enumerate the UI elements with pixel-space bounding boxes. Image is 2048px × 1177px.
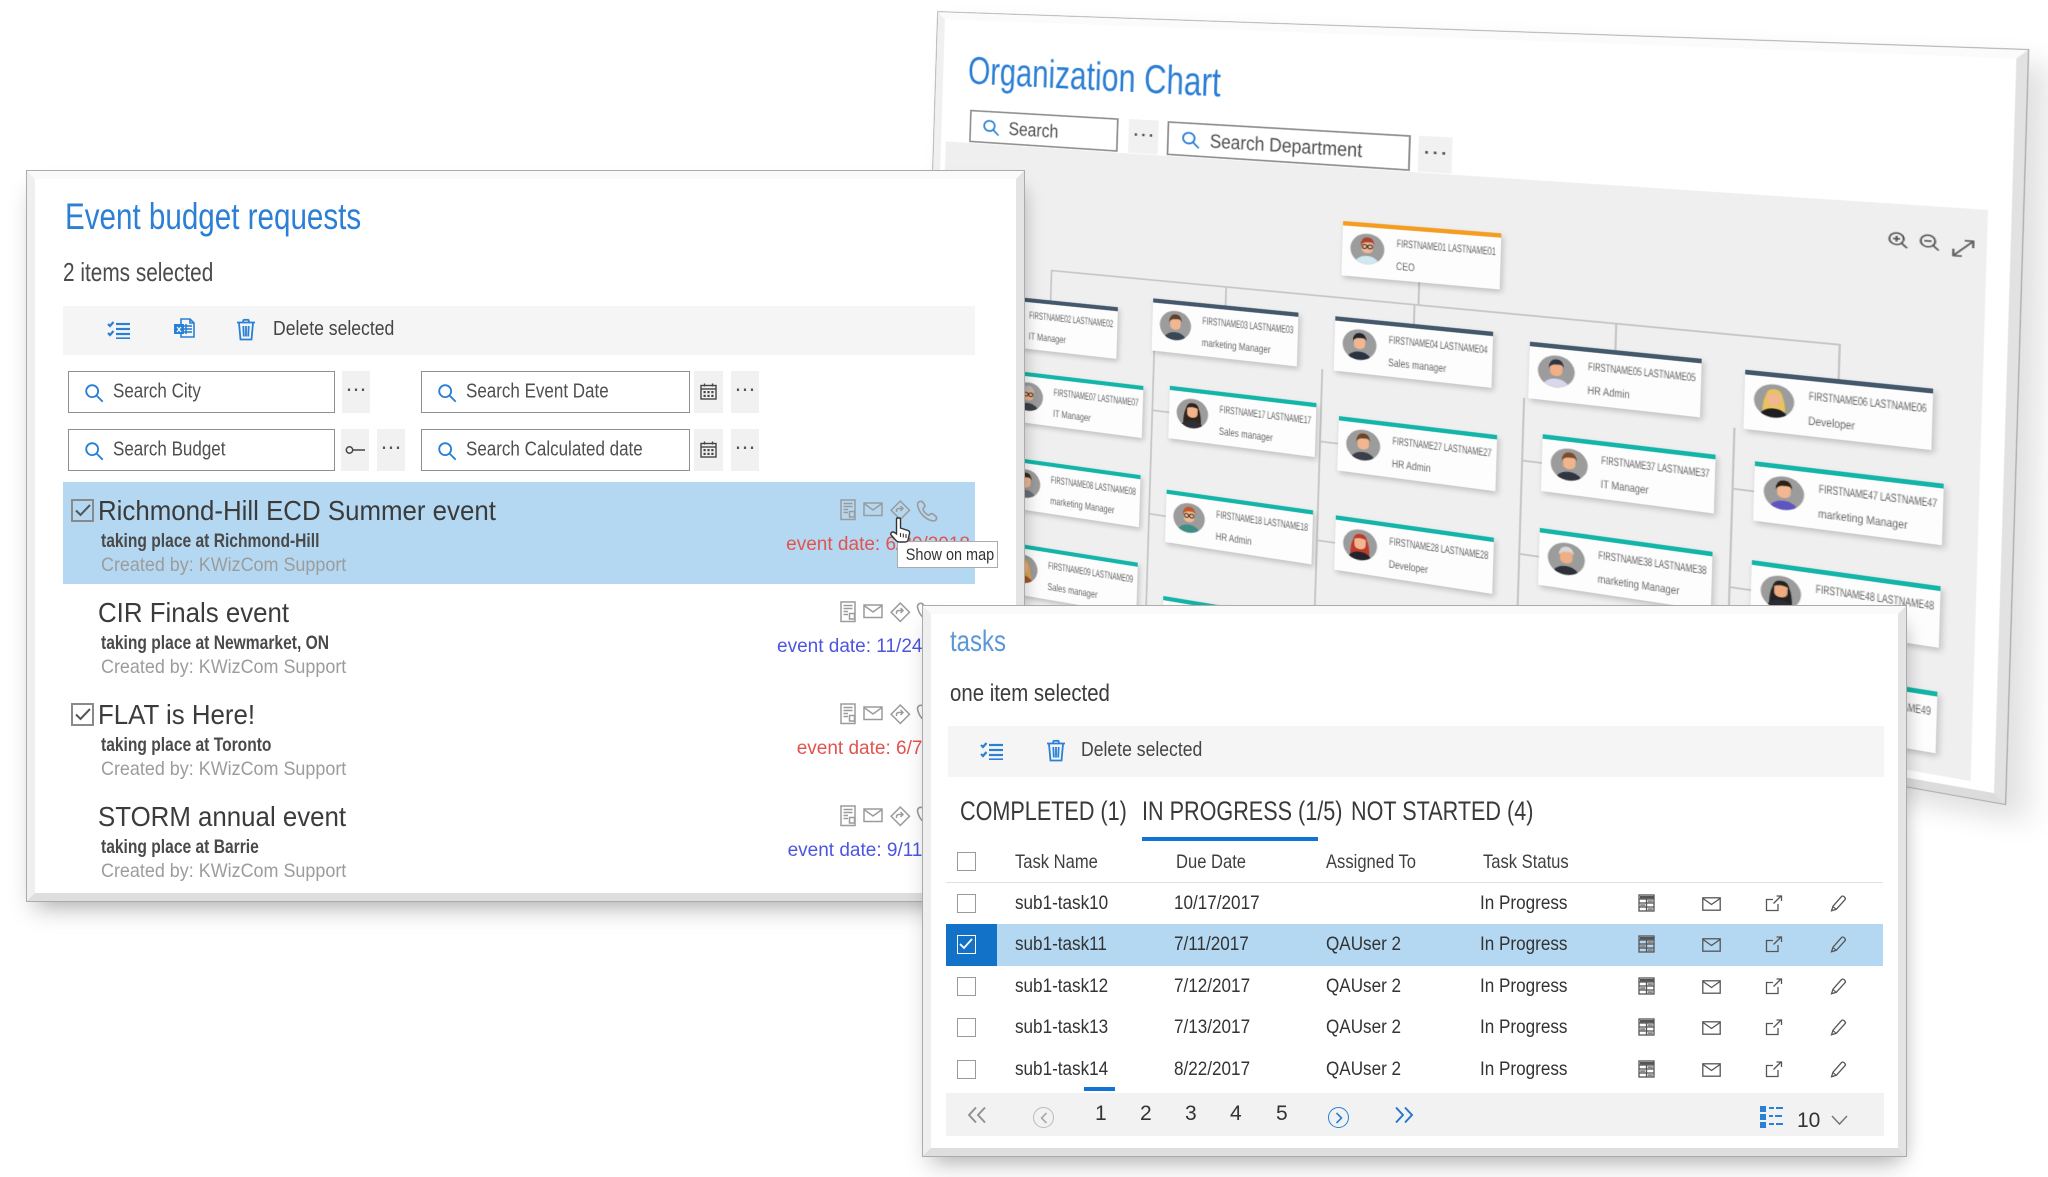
svg-text:x: x: [176, 324, 182, 335]
